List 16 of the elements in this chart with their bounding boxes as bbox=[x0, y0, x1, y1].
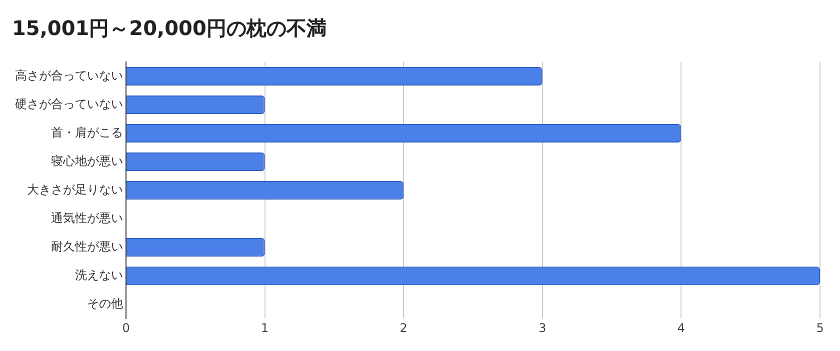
x-tick-label: 1 bbox=[260, 320, 269, 335]
y-tick-label: 寝心地が悪い bbox=[51, 154, 123, 168]
y-tick-label: 硬さが合っていない bbox=[15, 96, 123, 111]
chart-title: 15,001円～20,000円の枕の不満 bbox=[12, 16, 326, 40]
y-tick-label: 通気性が悪い bbox=[51, 210, 123, 225]
y-tick-label: 大きさが足りない bbox=[27, 182, 123, 196]
y-tick-label: 高さが合っていない bbox=[15, 68, 123, 82]
y-tick-label: 耐久性が悪い bbox=[51, 239, 123, 254]
y-tick-label: その他 bbox=[87, 296, 123, 310]
y-tick-label: 洗えない bbox=[75, 268, 123, 282]
y-tick-label: 首・肩がこる bbox=[51, 125, 123, 140]
x-tick-label: 0 bbox=[122, 320, 130, 335]
x-tick-label: 2 bbox=[400, 320, 408, 335]
x-tick-label: 4 bbox=[677, 320, 686, 335]
x-tick-label: 5 bbox=[816, 320, 824, 335]
x-tick-label: 3 bbox=[538, 320, 546, 335]
